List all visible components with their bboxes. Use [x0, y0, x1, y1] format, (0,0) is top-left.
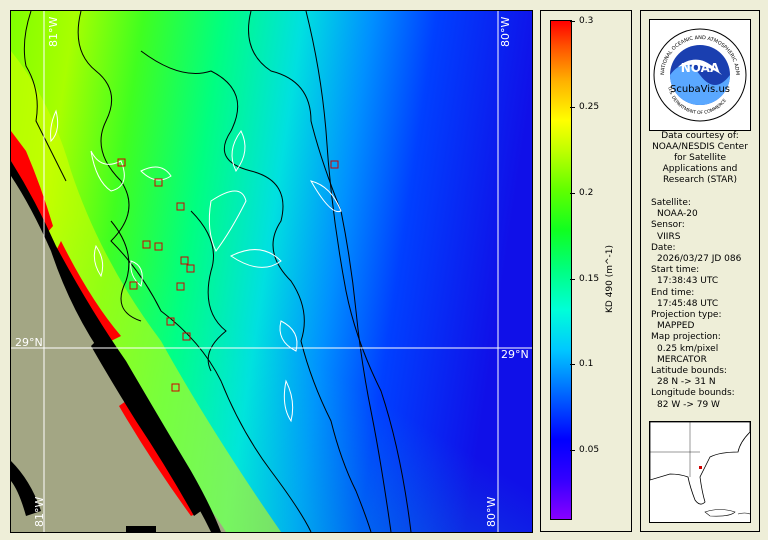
colorbar-tick	[570, 21, 575, 22]
map-projection-value: MERCATOR	[657, 354, 707, 365]
start-time-value: 17:38:43 UTC	[657, 276, 719, 287]
colorbar-tick-label: 0.25	[579, 101, 600, 112]
longitude-bounds-label: Longitude bounds:	[651, 388, 735, 399]
map-resolution-value: 0.25 km/pixel	[657, 343, 719, 354]
colorbar-tick	[570, 106, 575, 108]
colorbar-tick	[570, 192, 575, 194]
satellite-label: Satellite:	[651, 198, 691, 208]
courtesy-line: Data courtesy of:	[661, 131, 739, 141]
lat-label-right: 29°N	[501, 348, 529, 361]
colorbar-tick-label: 0.1	[579, 359, 594, 370]
info-panel: NOAA ScubaVis.us NATIONAL OCEANIC AND AT…	[640, 10, 760, 532]
end-time-label: End time:	[651, 287, 695, 298]
projection-type-label: Projection type:	[651, 310, 722, 321]
locator-map-image	[650, 422, 750, 522]
noaa-seal-icon: NOAA ScubaVis.us NATIONAL OCEANIC AND AT…	[647, 16, 747, 122]
satellite-map[interactable]: 29°N 29°N 81°W 80°W 81°W 80°W	[10, 10, 533, 533]
courtesy-line: Research (STAR)	[662, 175, 738, 185]
logo-overlay-text: ScubaVis.us	[670, 84, 730, 95]
satellite-value: NOAA-20	[657, 209, 698, 220]
lon-label-bottom-right: 80°W	[485, 496, 498, 527]
metadata: Satellite: NOAA-20 Sensor: VIIRS Date: 2…	[651, 198, 741, 411]
end-time-value: 17:45:48 UTC	[657, 298, 719, 309]
map-projection-label: Map projection:	[651, 332, 721, 343]
locator-map[interactable]	[649, 421, 751, 523]
colorbar	[550, 20, 572, 520]
colorbar-tick-label: 0.2	[579, 187, 594, 198]
colorbar-tick	[570, 364, 575, 366]
courtesy-line: for Satellite	[673, 153, 727, 163]
courtesy-line: Applications and	[662, 164, 738, 174]
colorbar-title: KD 490 (m^-1)	[605, 244, 615, 313]
latitude-bounds-value: 28 N -> 31 N	[657, 377, 716, 388]
courtesy-line: NOAA/NESDIS Center	[652, 142, 748, 152]
sensor-value: VIIRS	[657, 231, 681, 242]
date-value: 2026/03/27 JD 086	[657, 254, 742, 265]
lon-label-top-right: 80°W	[499, 16, 512, 47]
data-courtesy: Data courtesy of: NOAA/NESDIS Center for…	[641, 131, 759, 186]
latitude-bounds-label: Latitude bounds:	[651, 366, 727, 377]
colorbar-tick-label: 0.15	[579, 273, 600, 284]
lon-label-top-left: 81°W	[47, 16, 60, 47]
land-area	[11, 151, 226, 532]
kd490-map-image	[11, 11, 532, 532]
colorbar-tick	[570, 278, 575, 280]
colorbar-tick-label: 0.3	[579, 16, 594, 26]
station-markers	[117, 158, 339, 392]
noaa-logo: NOAA ScubaVis.us NATIONAL OCEANIC AND AT…	[647, 16, 751, 131]
colorbar-tick-label: 0.05	[579, 445, 600, 456]
projection-type-value: MAPPED	[657, 321, 695, 332]
logo-center-text: NOAA	[681, 61, 720, 75]
lon-label-bottom-left: 81°W	[33, 496, 46, 527]
colorbar-panel: 0.3 0.25 0.2 0.15 0.1 0.05 KD 490 (m^-1)	[540, 10, 632, 532]
start-time-label: Start time:	[651, 265, 700, 276]
date-label: Date:	[651, 242, 676, 253]
longitude-bounds-value: 82 W -> 79 W	[657, 399, 720, 410]
lat-label-left: 29°N	[15, 336, 43, 349]
location-marker-icon	[699, 466, 702, 469]
sensor-label: Sensor:	[651, 220, 685, 231]
colorbar-tick	[570, 450, 575, 452]
